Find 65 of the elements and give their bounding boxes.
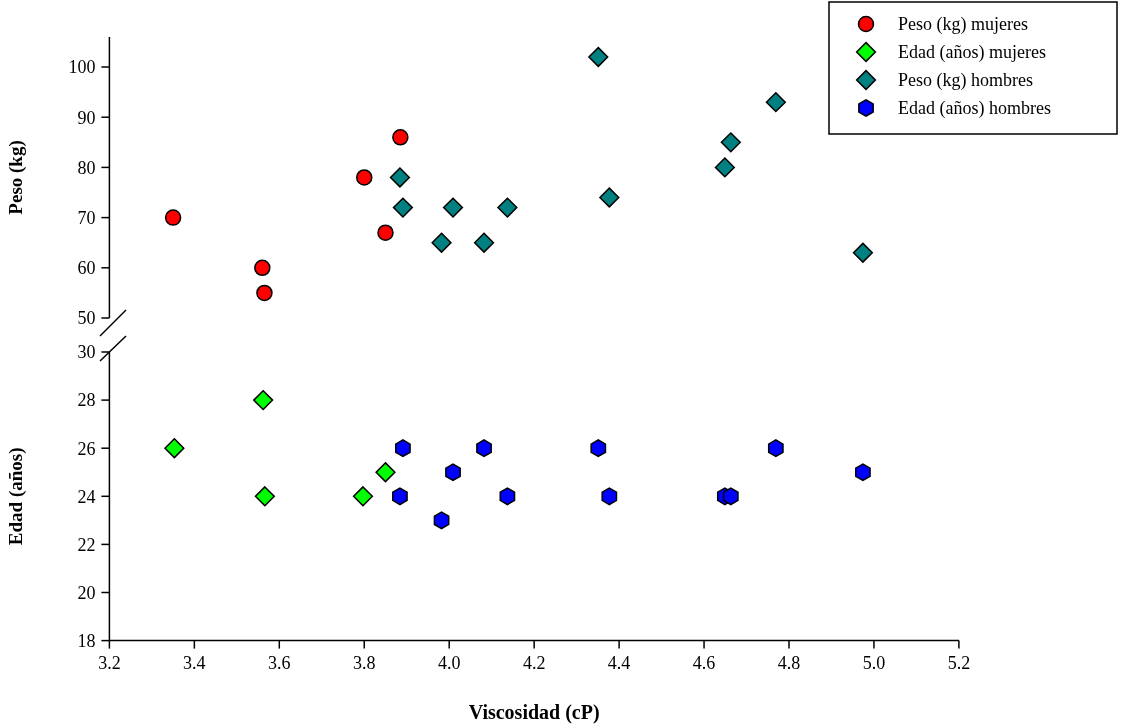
- y-tick-label: 70: [77, 207, 96, 228]
- point: [852, 242, 874, 263]
- point: [395, 439, 411, 458]
- point: [375, 462, 396, 483]
- point: [164, 209, 182, 226]
- point: [720, 132, 741, 153]
- point: [767, 439, 784, 458]
- y-tick-label: 28: [77, 390, 96, 411]
- x-tick-label: 5.0: [862, 652, 886, 673]
- x-tick-label: 3.6: [268, 652, 291, 673]
- x-tick-label: 4.4: [607, 652, 631, 673]
- point: [433, 511, 450, 530]
- x-tick-label: 4.2: [522, 652, 546, 673]
- y-axis-title: Peso (kg): [5, 140, 27, 215]
- y-tick-label: 50: [77, 308, 96, 329]
- point: [722, 487, 739, 506]
- point: [601, 487, 618, 506]
- point: [352, 486, 374, 507]
- y-tick-label: 18: [77, 630, 96, 651]
- y-axis-title: Edad (años): [5, 447, 27, 546]
- x-tick-label: 4.6: [692, 652, 716, 673]
- x-tick-label: 4.0: [437, 652, 461, 673]
- x-tick-label: 4.8: [777, 652, 801, 673]
- point: [497, 197, 518, 218]
- legend-label: Edad (años) hombres: [898, 98, 1051, 120]
- point: [445, 463, 461, 482]
- point: [855, 463, 871, 482]
- point: [714, 157, 735, 178]
- point: [588, 46, 609, 68]
- x-axis-title: Viscosidad (cP): [468, 700, 600, 724]
- point: [377, 224, 394, 241]
- y-tick-label: 26: [77, 438, 96, 459]
- point: [431, 232, 452, 253]
- point: [389, 167, 411, 188]
- point: [442, 197, 464, 218]
- y-tick-label: 100: [68, 57, 96, 78]
- y-tick-label: 90: [77, 107, 96, 128]
- point: [473, 232, 495, 253]
- y-tick-label: 30: [77, 342, 96, 363]
- point: [392, 197, 414, 218]
- point: [356, 169, 373, 186]
- legend-label: Edad (años) mujeres: [898, 42, 1046, 64]
- y-tick-label: 22: [77, 534, 96, 555]
- point: [392, 487, 408, 506]
- point: [590, 439, 607, 458]
- point: [765, 92, 786, 113]
- y-tick-label: 24: [77, 486, 96, 507]
- point: [164, 438, 185, 459]
- point: [254, 486, 275, 507]
- point: [499, 487, 516, 506]
- point: [254, 259, 271, 277]
- y-tick-label: 20: [77, 582, 96, 603]
- legend-label: Peso (kg) mujeres: [898, 14, 1028, 36]
- x-tick-label: 5.2: [947, 652, 971, 673]
- y-tick-label: 60: [77, 258, 96, 279]
- x-tick-label: 3.8: [353, 652, 376, 673]
- legend-label: Peso (kg) hombres: [898, 70, 1033, 92]
- point: [599, 187, 620, 208]
- point: [476, 439, 492, 458]
- point: [392, 129, 409, 146]
- x-tick-label: 3.2: [98, 652, 121, 673]
- y-tick-label: 80: [77, 157, 96, 178]
- x-tick-label: 3.4: [183, 652, 206, 673]
- point: [253, 389, 274, 411]
- point: [256, 284, 273, 302]
